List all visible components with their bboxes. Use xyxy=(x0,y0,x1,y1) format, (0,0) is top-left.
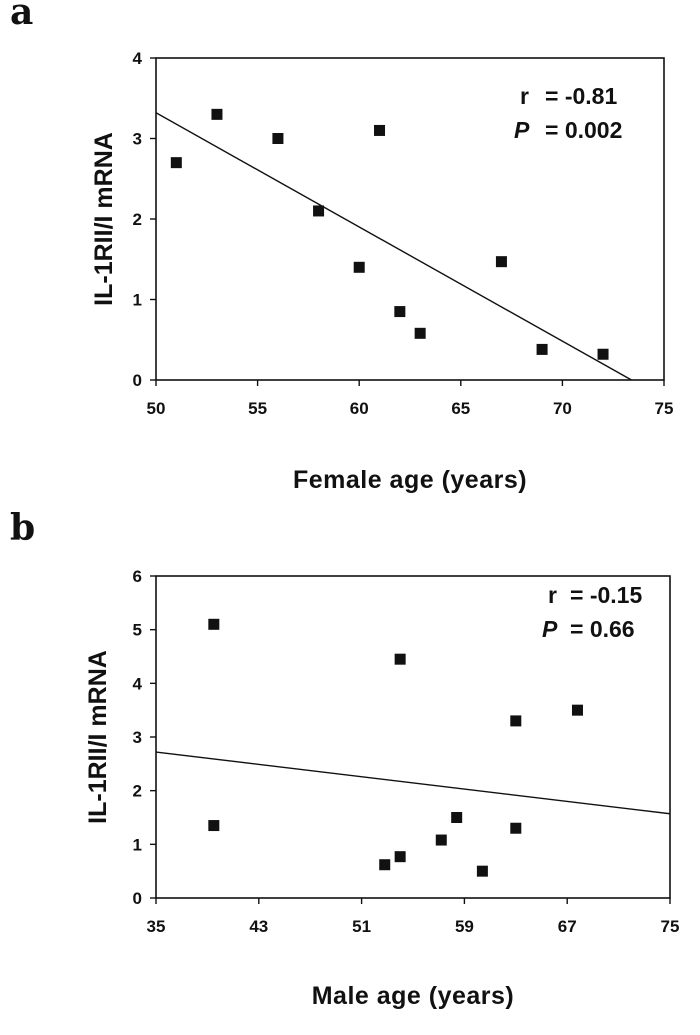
y-tick-label: 4 xyxy=(133,49,143,68)
stat-p-label-a: P xyxy=(514,117,530,143)
stat-p-label-b: P xyxy=(542,616,558,642)
x-tick-label: 59 xyxy=(455,917,474,936)
data-point xyxy=(374,124,386,136)
data-point xyxy=(353,261,365,273)
y-tick-label: 5 xyxy=(133,621,142,640)
data-point xyxy=(414,327,426,339)
y-tick-label: 6 xyxy=(133,567,142,586)
data-point xyxy=(208,820,220,832)
regression-line-a xyxy=(155,112,632,381)
y-tick-label: 4 xyxy=(133,674,143,693)
data-point xyxy=(435,834,447,846)
x-tick-label: 75 xyxy=(661,917,680,936)
data-point xyxy=(394,653,406,665)
y-tick-label: 3 xyxy=(133,130,142,149)
regression-line-b xyxy=(155,751,671,815)
data-point xyxy=(510,822,522,834)
data-point xyxy=(313,205,325,217)
stat-r-value-b: = -0.15 xyxy=(570,582,642,608)
x-tick-label: 75 xyxy=(655,399,674,418)
points-a xyxy=(170,108,609,360)
data-point xyxy=(208,618,220,630)
data-point xyxy=(170,157,182,169)
y-tick-label: 2 xyxy=(133,782,142,801)
x-tick-label: 70 xyxy=(553,399,572,418)
data-point xyxy=(394,306,406,318)
panel-letter-a: a xyxy=(10,0,33,33)
data-point xyxy=(394,851,406,863)
xlabel-b: Male age (years) xyxy=(312,982,515,1010)
data-point xyxy=(571,704,583,716)
data-point xyxy=(272,133,284,144)
y-tick-label: 0 xyxy=(133,889,142,908)
data-point xyxy=(476,865,488,877)
data-point xyxy=(495,256,507,268)
data-point xyxy=(379,859,391,871)
stat-r-value-a: = -0.81 xyxy=(545,83,617,109)
stat-p-value-b: = 0.66 xyxy=(570,616,635,642)
stat-r-label-a: r xyxy=(520,83,529,109)
stat-r-label-b: r xyxy=(548,582,557,608)
y-tick-label: 1 xyxy=(133,835,142,854)
data-point xyxy=(536,343,548,355)
stat-p-value-a: = 0.002 xyxy=(545,117,622,143)
ticks-b: 35 43 51 59 67 75 0 1 2 3 4 5 6 xyxy=(133,567,680,936)
data-point xyxy=(597,348,609,360)
ylabel-a: IL-1RII/I mRNA xyxy=(90,132,118,306)
data-point xyxy=(510,715,522,727)
y-tick-label: 1 xyxy=(133,291,142,310)
x-tick-label: 35 xyxy=(147,917,166,936)
panel-b: b 35 43 51 59 67 75 0 1 2 3 4 5 6 r = -0.15 P = 0.66… xyxy=(10,507,679,1010)
points-b xyxy=(208,618,583,877)
panel-letter-b: b xyxy=(10,507,35,549)
y-tick-label: 2 xyxy=(133,210,142,229)
data-point xyxy=(211,108,223,120)
x-tick-label: 43 xyxy=(249,917,268,936)
y-tick-label: 0 xyxy=(133,371,142,390)
x-tick-label: 67 xyxy=(558,917,577,936)
xlabel-a: Female age (years) xyxy=(293,466,527,494)
x-tick-label: 55 xyxy=(248,399,267,418)
x-tick-label: 50 xyxy=(147,399,166,418)
x-tick-label: 51 xyxy=(352,917,371,936)
data-point xyxy=(451,812,463,823)
x-tick-label: 60 xyxy=(350,399,369,418)
y-tick-label: 3 xyxy=(133,728,142,747)
x-tick-label: 65 xyxy=(451,399,470,418)
ylabel-b: IL-1RII/I mRNA xyxy=(84,650,112,824)
ticks-a: 50 55 60 65 70 75 0 1 2 3 4 xyxy=(133,49,674,418)
